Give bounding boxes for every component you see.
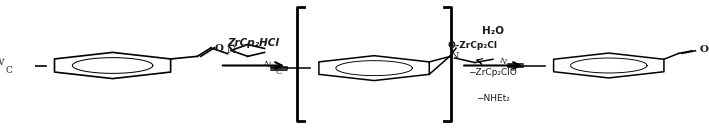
- Text: ZrCp₂HCl: ZrCp₂HCl: [228, 38, 279, 48]
- Text: H₂O: H₂O: [482, 26, 504, 36]
- Text: N: N: [262, 59, 272, 69]
- Text: O–ZrCp₂Cl: O–ZrCp₂Cl: [448, 41, 498, 50]
- Text: C: C: [275, 68, 281, 76]
- Text: −ZrCp₂ClO: −ZrCp₂ClO: [469, 68, 517, 77]
- Text: N: N: [0, 56, 4, 67]
- Text: C: C: [5, 66, 12, 75]
- Text: N: N: [498, 57, 508, 67]
- Text: −NHEt₂: −NHEt₂: [476, 94, 510, 103]
- Text: N: N: [226, 46, 235, 55]
- Text: O: O: [700, 45, 709, 54]
- Text: O: O: [215, 44, 224, 53]
- Text: C: C: [510, 65, 516, 73]
- Text: N: N: [450, 52, 459, 61]
